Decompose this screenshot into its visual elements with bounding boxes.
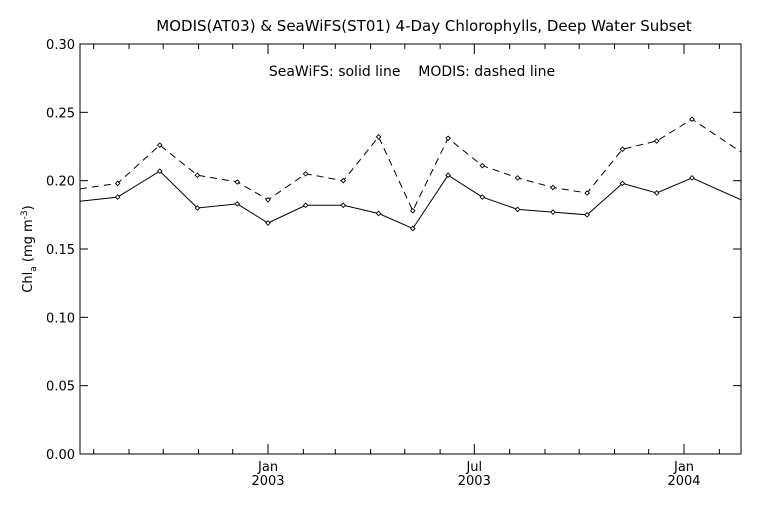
data-point-modis <box>234 179 241 185</box>
y-tick-label: 0.20 <box>46 175 75 190</box>
data-point-modis <box>156 142 163 148</box>
y-tick-label: 0.15 <box>46 243 75 258</box>
data-point-modis <box>194 172 201 179</box>
x-tick-month: Jan <box>673 460 694 475</box>
data-point-modis <box>653 138 660 144</box>
x-tick-year: 2004 <box>667 474 700 489</box>
data-point-seawifs <box>653 190 660 196</box>
series-line-modis <box>80 118 741 212</box>
data-point-seawifs <box>514 206 521 213</box>
x-tick-year: 2003 <box>251 474 284 489</box>
data-point-modis <box>445 135 451 142</box>
data-point-seawifs <box>114 194 121 200</box>
data-point-seawifs <box>234 201 241 207</box>
series-layer <box>80 116 741 232</box>
data-point-seawifs <box>550 209 556 215</box>
chart-title: MODIS(AT03) & SeaWiFS(ST01) 4-Day Chloro… <box>156 17 692 35</box>
series-annotation: SeaWiFS: solid line MODIS: dashed line <box>269 64 555 80</box>
data-point-modis <box>375 134 382 140</box>
x-tick-month: Jul <box>465 460 482 475</box>
data-point-modis <box>114 180 121 187</box>
x-tick-month: Jan <box>257 460 278 475</box>
data-point-seawifs <box>619 180 626 187</box>
series-line-seawifs <box>80 170 741 230</box>
data-point-modis <box>514 175 521 181</box>
y-tick-label: 0.10 <box>46 311 75 326</box>
data-point-seawifs <box>445 172 451 179</box>
data-point-seawifs <box>584 211 590 218</box>
plot-frame <box>79 43 742 455</box>
y-tick-label: 0.00 <box>46 448 75 463</box>
data-point-modis <box>584 190 590 196</box>
data-point-modis <box>550 184 556 191</box>
data-point-modis <box>340 177 347 184</box>
x-tick-year: 2003 <box>458 474 491 489</box>
data-point-seawifs <box>689 175 695 181</box>
data-point-seawifs <box>302 202 309 209</box>
y-axis: 0.00 0.05 0.10 0.15 0.20 0.25 0.30 <box>46 38 741 463</box>
y-axis-label: Chla (mg m-3) <box>20 205 39 292</box>
data-point-modis <box>689 116 695 123</box>
data-point-seawifs <box>265 220 271 226</box>
data-point-seawifs <box>479 194 486 200</box>
data-point-seawifs <box>194 205 201 211</box>
data-point-modis <box>479 162 486 169</box>
data-point-seawifs <box>156 168 163 174</box>
y-tick-label: 0.30 <box>46 38 75 53</box>
data-point-seawifs <box>409 225 416 232</box>
y-tick-label: 0.05 <box>46 380 75 395</box>
data-point-seawifs <box>340 202 347 209</box>
data-point-modis <box>265 196 271 203</box>
data-point-seawifs <box>375 210 382 217</box>
data-point-modis <box>302 170 309 177</box>
data-point-modis <box>619 146 626 153</box>
data-point-modis <box>409 207 416 214</box>
y-tick-label: 0.25 <box>46 106 75 121</box>
